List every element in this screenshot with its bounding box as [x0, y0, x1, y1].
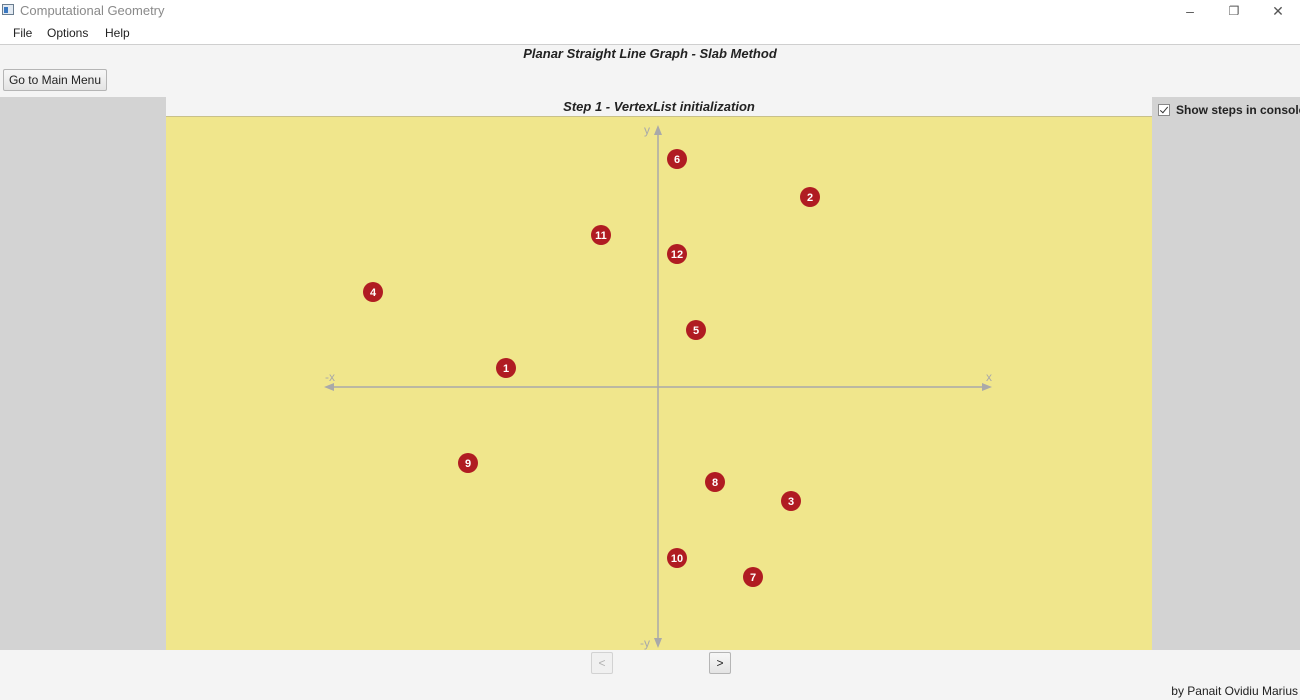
neg-y-axis-label: -y — [640, 636, 650, 650]
vertex-10: 10 — [667, 548, 687, 568]
vertex-label: 2 — [807, 192, 813, 204]
window-title: Computational Geometry — [20, 3, 165, 18]
vertex-4: 4 — [363, 282, 383, 302]
vertex-8: 8 — [705, 472, 725, 492]
next-step-button[interactable]: > — [709, 652, 731, 674]
vertex-marker — [781, 491, 801, 511]
author-credit: by Panait Ovidiu Marius — [1171, 684, 1298, 698]
vertex-label: 1 — [503, 363, 509, 375]
vertex-1: 1 — [496, 358, 516, 378]
vertex-12: 12 — [667, 244, 687, 264]
app-icon — [2, 4, 14, 15]
vertex-label: 6 — [674, 154, 680, 166]
neg-x-axis-label: -x — [325, 370, 335, 384]
vertex-label: 11 — [595, 230, 607, 242]
show-steps-label: Show steps in console — [1176, 103, 1300, 117]
go-to-main-menu-button[interactable]: Go to Main Menu — [3, 69, 107, 91]
menu-bar: File Options Help — [0, 22, 1300, 45]
vertex-marker — [458, 453, 478, 473]
vertex-marker — [800, 187, 820, 207]
x-axis-arrow — [982, 383, 992, 391]
vertex-11: 11 — [591, 225, 611, 245]
vertex-marker — [363, 282, 383, 302]
vertex-2: 2 — [800, 187, 820, 207]
show-steps-checkbox[interactable] — [1158, 104, 1170, 116]
neg-x-axis-arrow — [324, 383, 334, 391]
y-axis-label: y — [644, 123, 650, 137]
vertex-marker — [743, 567, 763, 587]
vertex-marker — [667, 244, 687, 264]
vertex-marker — [667, 548, 687, 568]
y-axis-arrow — [654, 125, 662, 135]
neg-y-axis-arrow — [654, 638, 662, 648]
vertex-label: 12 — [671, 249, 683, 261]
vertex-marker — [686, 320, 706, 340]
previous-step-button[interactable]: < — [591, 652, 613, 674]
page-title: Planar Straight Line Graph - Slab Method — [523, 46, 777, 61]
show-steps-option[interactable]: Show steps in console — [1158, 102, 1300, 118]
restore-button[interactable]: ❐ — [1228, 4, 1240, 18]
vertex-label: 4 — [370, 287, 377, 299]
vertex-marker — [496, 358, 516, 378]
vertex-6: 6 — [667, 149, 687, 169]
right-panel — [1152, 97, 1300, 650]
vertex-3: 3 — [781, 491, 801, 511]
vertex-9: 9 — [458, 453, 478, 473]
vertex-7: 7 — [743, 567, 763, 587]
axes: x -x y -y — [324, 123, 992, 650]
menu-help[interactable]: Help — [105, 26, 130, 40]
vertex-marker — [591, 225, 611, 245]
close-button[interactable]: ✕ — [1272, 2, 1284, 19]
left-panel — [0, 97, 166, 650]
vertex-label: 9 — [465, 458, 471, 470]
vertex-marker — [667, 149, 687, 169]
vertex-label: 7 — [750, 572, 756, 584]
vertex-label: 5 — [693, 325, 699, 337]
vertex-label: 8 — [712, 477, 718, 489]
minimize-button[interactable]: – — [1186, 3, 1194, 19]
vertex-label: 3 — [788, 496, 794, 508]
step-title: Step 1 - VertexList initialization — [563, 99, 755, 114]
bottom-bar — [0, 650, 1300, 700]
x-axis-label: x — [986, 370, 992, 384]
vertex-marker — [705, 472, 725, 492]
drawing-canvas[interactable]: x -x y -y 1 2 3 4 5 6 7 8 9 10 11 12 — [166, 116, 1152, 651]
vertex-label: 10 — [671, 553, 683, 565]
menu-options[interactable]: Options — [47, 26, 89, 40]
title-bar: Computational Geometry – ❐ ✕ — [0, 0, 1300, 22]
menu-file[interactable]: File — [13, 26, 33, 40]
vertex-5: 5 — [686, 320, 706, 340]
